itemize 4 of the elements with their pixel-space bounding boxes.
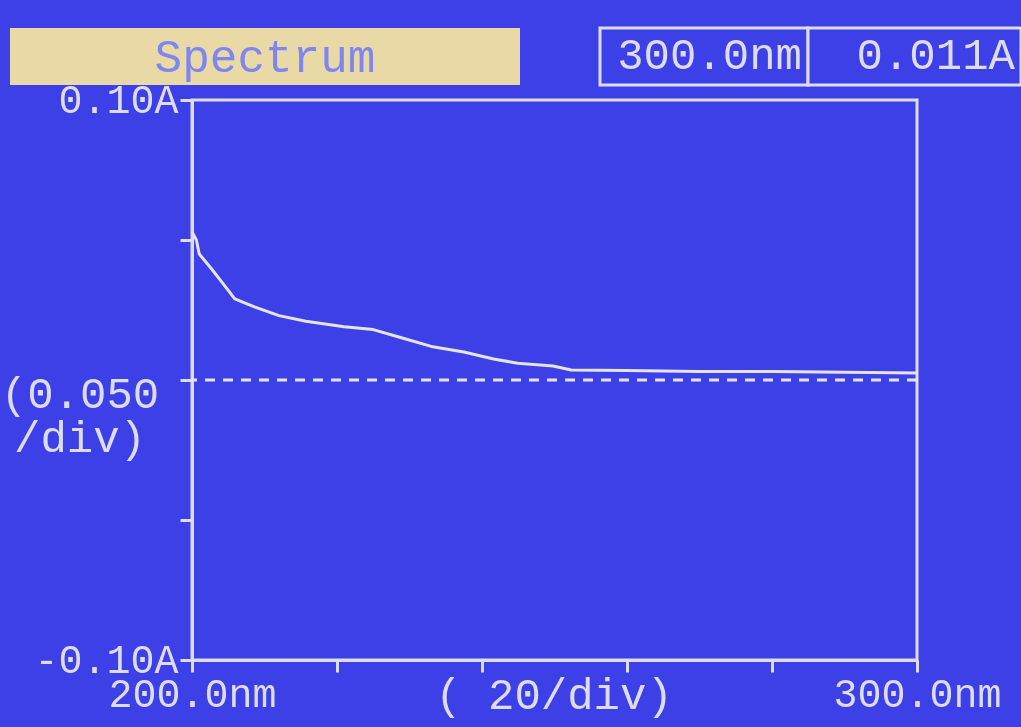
text: 0.011A bbox=[856, 32, 1016, 82]
text: 300.0nm bbox=[617, 32, 802, 82]
text: (0.050 /div) bbox=[0, 371, 160, 465]
text: ( 20/div) bbox=[435, 672, 673, 722]
